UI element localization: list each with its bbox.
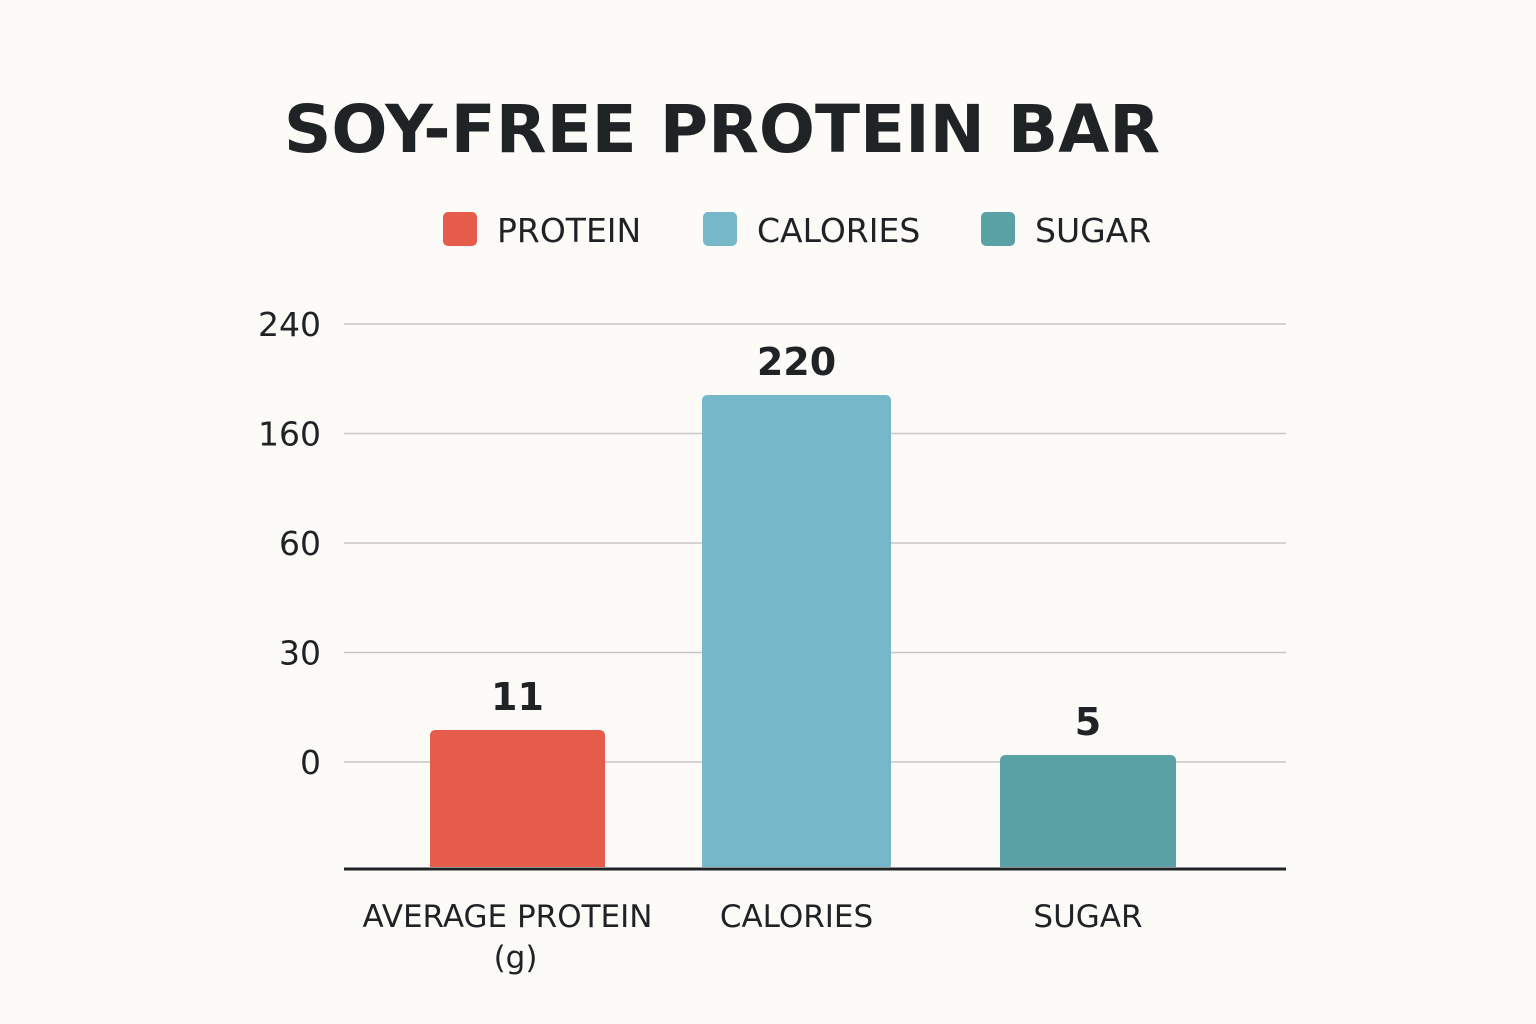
data-label-average-protein-g: 11: [491, 675, 544, 719]
bars: [430, 395, 1176, 867]
legend: PROTEIN CALORIES SUGAR: [443, 211, 1151, 250]
data-labels: 11 220 5: [491, 340, 1101, 744]
y-tick-label-240: 240: [258, 305, 321, 344]
y-tick-label-0: 0: [300, 743, 321, 782]
data-label-sugar: 5: [1075, 700, 1101, 744]
y-tick-label-60: 60: [279, 524, 321, 563]
y-tick-label-30: 30: [279, 634, 321, 673]
legend-label-sugar: SUGAR: [1035, 211, 1151, 250]
x-tick-label-average-protein-g: AVERAGE PROTEIN (g): [363, 899, 653, 976]
legend-label-calories: CALORIES: [757, 211, 920, 250]
bar-average-protein-g: [430, 730, 605, 867]
legend-swatch-calories: [703, 212, 737, 246]
chart-title: SOY-FREE PROTEIN BAR: [284, 91, 1160, 168]
legend-label-protein: PROTEIN: [497, 211, 641, 250]
y-tick-label-160: 160: [258, 415, 321, 454]
data-label-calories: 220: [757, 340, 836, 384]
bar-sugar: [1000, 755, 1176, 867]
legend-swatch-sugar: [981, 212, 1015, 246]
x-tick-label-sugar: SUGAR: [1033, 899, 1142, 935]
x-tick-label-calories: CALORIES: [720, 899, 873, 935]
y-axis-tick-labels: 240 160 60 30 0: [258, 305, 321, 782]
legend-swatch-protein: [443, 212, 477, 246]
bar-calories: [702, 395, 891, 867]
x-axis-category-labels: AVERAGE PROTEIN (g) CALORIES SUGAR: [363, 899, 1143, 976]
